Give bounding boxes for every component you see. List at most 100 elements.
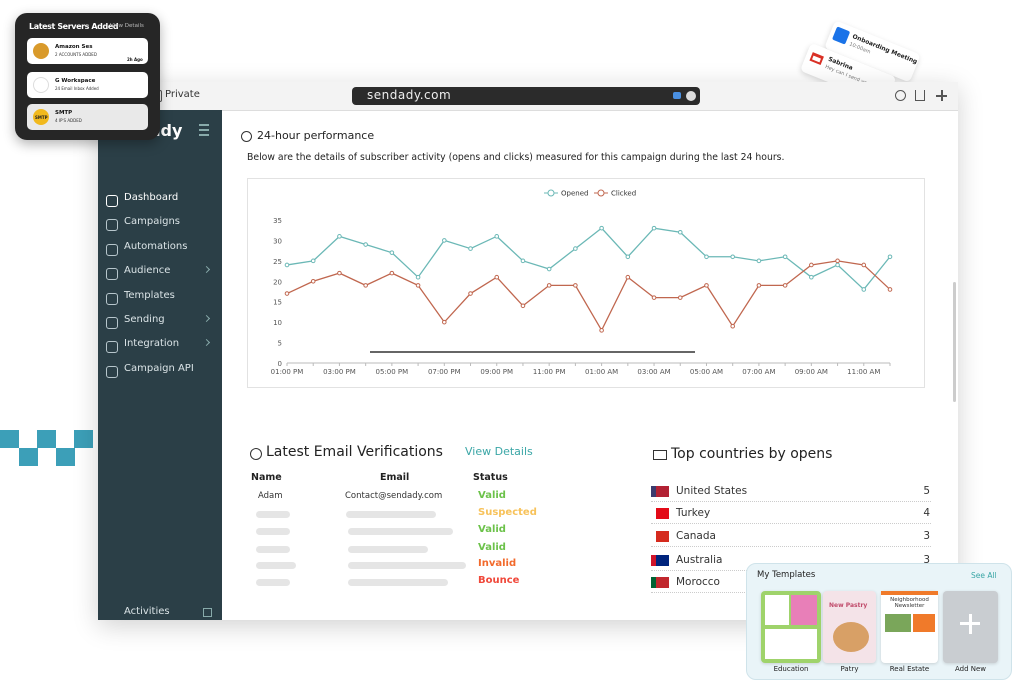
menu-icon bbox=[106, 195, 118, 207]
country-name: Canada bbox=[676, 530, 716, 542]
y-tick-label: 15 bbox=[273, 299, 282, 307]
menu-item[interactable]: Templates bbox=[124, 289, 175, 301]
flag bbox=[651, 555, 669, 566]
data-point bbox=[677, 229, 683, 235]
x-tick-label: 07:00 PM bbox=[428, 368, 461, 376]
deco-square bbox=[37, 430, 56, 448]
data-point bbox=[520, 303, 526, 309]
country-opens: 4 bbox=[923, 507, 930, 519]
row-name: Adam bbox=[258, 491, 283, 501]
data-point bbox=[520, 258, 526, 264]
thumb-header bbox=[881, 591, 938, 595]
menu-item[interactable]: Dashboard bbox=[124, 192, 179, 203]
server-detail: 2 ACCOUNTS ADDED bbox=[55, 52, 97, 57]
data-point bbox=[389, 270, 395, 276]
server-logo bbox=[33, 43, 49, 59]
country-opens: 3 bbox=[923, 554, 930, 566]
data-point bbox=[546, 283, 552, 288]
server-detail: 24 Email Inbox Added bbox=[55, 86, 99, 91]
placeholder-bar bbox=[256, 562, 296, 569]
table-header: Name bbox=[251, 472, 282, 483]
data-point bbox=[704, 283, 709, 288]
country-opens: 3 bbox=[923, 530, 930, 542]
section-description: Below are the details of subscriber acti… bbox=[247, 152, 785, 163]
data-point bbox=[310, 258, 316, 264]
data-point bbox=[861, 262, 867, 268]
row-divider bbox=[651, 523, 931, 524]
data-point bbox=[651, 225, 657, 231]
y-tick-label: 10 bbox=[273, 319, 282, 327]
placeholder-bar bbox=[346, 511, 436, 518]
new-tab[interactable] bbox=[941, 90, 943, 101]
audio-icon bbox=[673, 92, 681, 99]
menu-item[interactable]: Campaigns bbox=[124, 216, 181, 228]
menu-icon bbox=[106, 292, 118, 305]
country-name: United States bbox=[676, 485, 748, 497]
clock-icon bbox=[241, 131, 252, 142]
data-point bbox=[573, 246, 578, 251]
data-point bbox=[835, 258, 840, 264]
menu-item[interactable]: Sending bbox=[124, 314, 165, 325]
external-icon bbox=[203, 608, 212, 617]
menu-item[interactable]: Audience bbox=[124, 265, 171, 277]
placeholder-bar bbox=[348, 546, 428, 553]
data-point bbox=[782, 254, 788, 260]
address-bar[interactable] bbox=[352, 87, 700, 105]
data-point bbox=[389, 250, 395, 255]
deco-square bbox=[0, 430, 19, 448]
data-point bbox=[599, 328, 604, 333]
browser-toolbar: Private sendady.com bbox=[98, 82, 958, 111]
legend-label: Clicked bbox=[611, 190, 636, 198]
status: Suspected bbox=[478, 507, 537, 518]
x-tick-label: 03:00 AM bbox=[637, 368, 670, 376]
download-icon[interactable] bbox=[895, 90, 906, 101]
data-point bbox=[415, 274, 421, 280]
row-divider bbox=[651, 546, 931, 547]
deco-square bbox=[56, 448, 75, 466]
country-name: Turkey bbox=[676, 507, 711, 519]
menu-item[interactable]: Activities bbox=[124, 606, 170, 617]
share-icon[interactable] bbox=[915, 90, 925, 101]
card-link[interactable]: View Details bbox=[110, 23, 144, 29]
data-point bbox=[625, 254, 631, 260]
data-point bbox=[494, 234, 500, 239]
menu-item[interactable]: Integration bbox=[124, 338, 180, 350]
data-point bbox=[442, 319, 447, 325]
data-point bbox=[284, 262, 290, 268]
placeholder-bar bbox=[256, 579, 290, 586]
menu-toggle[interactable] bbox=[199, 124, 209, 126]
menu-arrow bbox=[202, 314, 211, 323]
x-tick-label: 05:00 AM bbox=[690, 368, 723, 376]
data-point bbox=[284, 291, 290, 296]
data-point bbox=[782, 283, 788, 288]
menu-item[interactable]: Campaign API bbox=[124, 362, 194, 374]
template-label: Education bbox=[773, 665, 809, 673]
data-point bbox=[310, 278, 316, 284]
table-header: Status bbox=[473, 472, 508, 483]
menu-toggle[interactable] bbox=[199, 129, 209, 131]
see-all-link[interactable]: See All bbox=[971, 571, 997, 580]
flag bbox=[651, 508, 669, 519]
legend-marker bbox=[597, 189, 605, 197]
menu-icon bbox=[106, 243, 118, 256]
data-point bbox=[625, 274, 631, 280]
thumb-image bbox=[833, 622, 869, 652]
menu-toggle[interactable] bbox=[199, 134, 209, 136]
smtp-badge: SMTP bbox=[35, 115, 48, 120]
templates-card: My Templates See All Education Patry Real Es… bbox=[746, 563, 1012, 680]
row-email: Contact@sendady.com bbox=[345, 491, 443, 501]
tab-icon bbox=[686, 91, 696, 101]
thumb-image bbox=[913, 614, 935, 632]
menu-item[interactable]: Automations bbox=[124, 240, 188, 252]
data-point bbox=[730, 254, 735, 260]
flag bbox=[651, 531, 669, 542]
view-details-link[interactable]: View Details bbox=[465, 445, 533, 458]
mail-icon bbox=[653, 450, 667, 460]
data-point bbox=[468, 291, 473, 296]
status: Bounce bbox=[478, 575, 520, 586]
data-point bbox=[887, 287, 893, 292]
thumb-text: New Pastry bbox=[829, 602, 868, 609]
template-label: Real Estate bbox=[889, 665, 930, 673]
data-point bbox=[756, 258, 762, 264]
